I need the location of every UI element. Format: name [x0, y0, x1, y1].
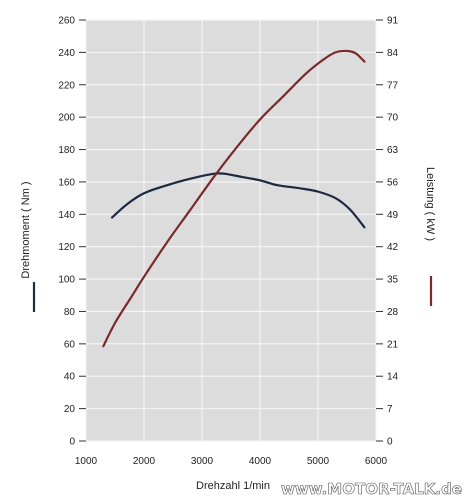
left-axis-title-group: Drehmoment ( Nm ) [20, 181, 32, 278]
left-tick-label-11: 220 [58, 80, 75, 91]
x-tick-label-1: 2000 [133, 456, 156, 467]
left-tick-label-5: 100 [58, 275, 75, 286]
left-tick-label-13: 260 [58, 16, 75, 27]
x-tick-label-5: 6000 [365, 456, 388, 467]
left-tick-label-0: 0 [69, 437, 75, 448]
left-tick-label-2: 40 [64, 372, 76, 383]
left-tick-label-7: 140 [58, 210, 75, 221]
right-tick-label-7: 49 [387, 210, 399, 221]
right-tick-label-10: 70 [387, 113, 399, 124]
right-tick-label-0: 0 [387, 437, 393, 448]
right-tick-label-2: 14 [387, 372, 399, 383]
left-tick-label-9: 180 [58, 145, 75, 156]
right-axis-title-group: Leistung ( kW ) [424, 167, 436, 241]
right-tick-label-5: 35 [387, 275, 399, 286]
left-tick-label-6: 120 [58, 242, 75, 253]
series-lines [102, 49, 366, 348]
right-tick-label-1: 7 [387, 404, 393, 415]
right-tick-label-13: 91 [387, 16, 399, 27]
left-tick-label-8: 160 [58, 177, 75, 188]
left-axis-title: Drehmoment ( Nm ) [20, 181, 32, 278]
left-tick-label-1: 20 [64, 404, 76, 415]
x-tick-label-4: 5000 [307, 456, 330, 467]
watermark: www.MOTOR-TALK.de [281, 480, 462, 498]
right-tick-labels: 0 7 14 21 28 35 42 49 56 63 70 77 84 91 [376, 16, 399, 448]
left-tick-labels: 0 20 40 60 80 100 120 140 160 180 200 220 240 260 [58, 16, 86, 448]
right-tick-label-11: 77 [387, 80, 399, 91]
left-tick-label-12: 240 [58, 48, 75, 59]
right-tick-label-6: 42 [387, 242, 399, 253]
left-tick-label-10: 200 [58, 113, 75, 124]
left-tick-label-4: 80 [64, 307, 76, 318]
left-tick-label-3: 60 [64, 339, 76, 350]
right-tick-label-9: 63 [387, 145, 399, 156]
drehmoment-series-line [111, 172, 366, 229]
right-tick-label-12: 84 [387, 48, 399, 59]
plot-area [86, 20, 376, 441]
x-tick-label-0: 1000 [75, 456, 98, 467]
x-tick-label-2: 3000 [191, 456, 214, 467]
right-tick-label-4: 28 [387, 307, 399, 318]
grid [85, 19, 377, 442]
right-tick-label-3: 21 [387, 339, 399, 350]
x-axis-title: Drehzahl 1/min [196, 480, 270, 492]
right-tick-label-8: 56 [387, 177, 399, 188]
x-tick-label-3: 4000 [249, 456, 272, 467]
leistung-series-line [102, 49, 366, 348]
x-tick-labels: 1000 2000 3000 4000 5000 6000 [75, 456, 388, 467]
right-axis-title: Leistung ( kW ) [424, 167, 436, 241]
